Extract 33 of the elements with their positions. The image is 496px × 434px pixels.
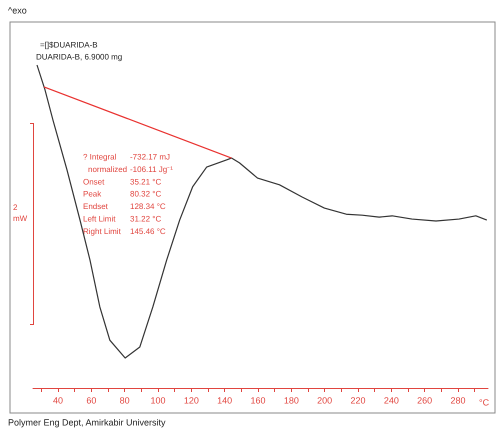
text: DUARIDA-B, 6.9000 mg	[36, 52, 122, 62]
x-tick-label: 140	[217, 396, 232, 406]
text: ^exo	[8, 6, 27, 16]
annotation: Left Limit	[83, 214, 116, 224]
x-tick-label: 220	[350, 396, 366, 406]
annotation: ? Integral	[83, 152, 117, 162]
annotation: -106.11 Jg⁻¹	[130, 164, 174, 174]
x-tick-label: 160	[250, 396, 266, 406]
x-tick-label: 40	[52, 396, 64, 406]
annotation: 145.46 °C	[130, 226, 166, 236]
x-tick-label: 80	[120, 396, 130, 406]
annotation: -732.17 mJ	[130, 152, 170, 162]
annotation: 128.34 °C	[130, 202, 166, 212]
annotation: 31.22 °C	[130, 214, 162, 224]
x-tick-label: 280	[450, 396, 466, 406]
x-tick-label: 60	[86, 396, 96, 406]
x-tick-label: 120	[184, 396, 199, 406]
annotation: 80.32 °C	[130, 190, 162, 199]
text: Polymer Eng Dept, Amirkabir University	[8, 418, 166, 428]
x-axis-title: °C	[479, 398, 490, 408]
x-tick-label: 260	[417, 396, 432, 406]
text: 2 mW	[13, 203, 28, 223]
text: =[]$DUARIDA-B	[40, 40, 98, 50]
annotation: 35.21 °C	[130, 177, 162, 186]
annotation: Endset	[83, 202, 109, 212]
x-tick-label: 180	[284, 396, 299, 406]
x-tick-label: 240	[384, 396, 399, 406]
annotation: Right Limit	[83, 226, 122, 236]
annotation: normalized	[88, 164, 128, 174]
x-tick-label: 100	[150, 396, 166, 406]
annotation: Peak	[83, 190, 102, 199]
x-tick-label: 200	[317, 396, 332, 406]
annotation: Onset	[83, 177, 106, 186]
